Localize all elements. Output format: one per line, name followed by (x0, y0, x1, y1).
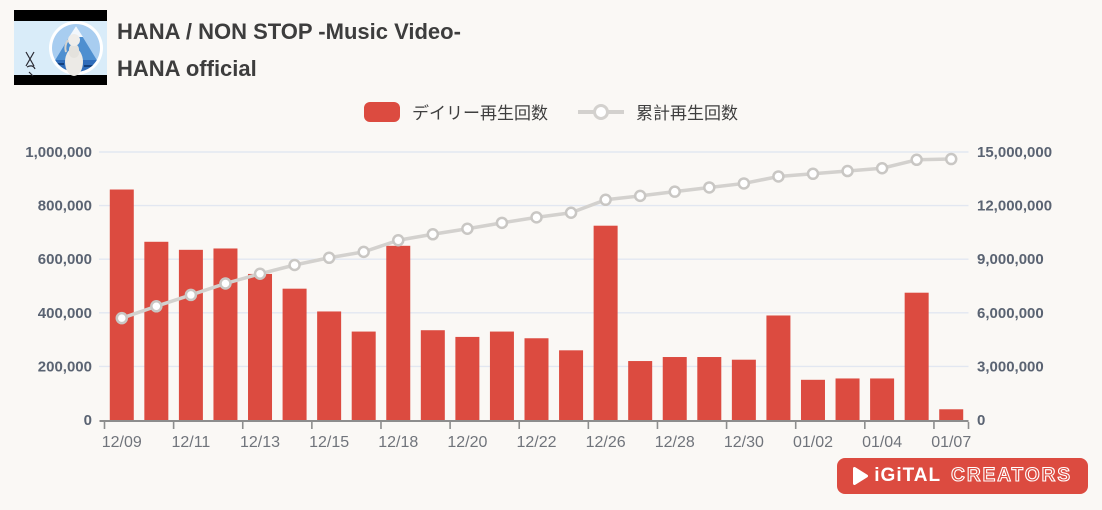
daily-views-bar-5[interactable] (282, 288, 307, 420)
video-thumbnail[interactable] (14, 10, 107, 85)
cumulative-views-point-22[interactable] (875, 162, 889, 175)
cumulative-views-point-12[interactable] (530, 211, 543, 224)
daily-views-bar-24[interactable] (939, 409, 964, 420)
cumulative-views-point-11[interactable] (495, 216, 509, 230)
daily-views-bar-2[interactable] (178, 249, 203, 420)
x-axis-label: 12/13 (240, 434, 280, 451)
daily-views-bar-14[interactable] (593, 225, 618, 420)
cumulative-views-point-17[interactable] (703, 181, 716, 194)
cumulative-views-point-9[interactable] (426, 228, 440, 241)
daily-views-bar-17[interactable] (697, 357, 722, 420)
x-axis-label: 01/07 (931, 434, 971, 451)
play-icon (853, 467, 869, 485)
logo-creators-text: CREATORS (951, 464, 1072, 486)
daily-views-bar-12[interactable] (524, 338, 549, 420)
daily-views-bar-0[interactable] (109, 189, 134, 420)
cumulative-views-point-23[interactable] (910, 153, 923, 167)
cumulative-views-point-7[interactable] (357, 245, 370, 259)
x-axis-label: 12/30 (724, 434, 764, 451)
x-axis-label: 12/15 (309, 434, 349, 451)
left-axis-label: 600,000 (38, 251, 92, 268)
cumulative-views-point-10[interactable] (461, 222, 474, 235)
daily-cumulative-views-chart: 0 200,000 400,000 600,000 800,000 1,000,000 0 3… (25, 144, 1052, 451)
daily-views-bar-4[interactable] (248, 273, 273, 420)
x-axis-label: 12/18 (378, 434, 418, 451)
cumulative-views-point-16[interactable] (668, 185, 681, 198)
cumulative-views-point-24[interactable] (944, 152, 958, 166)
cumulative-views-point-5[interactable] (288, 258, 301, 272)
daily-views-bar-3[interactable] (213, 248, 238, 420)
x-axis-label: 12/22 (516, 434, 556, 451)
digital-creators-logo: iGiTAL CREATORS (837, 458, 1088, 494)
cumulative-views-point-6[interactable] (322, 251, 336, 265)
video-title: HANA / NON STOP -Music Video- (117, 19, 461, 44)
daily-views-bar-22[interactable] (870, 378, 895, 420)
right-axis-label: 6,000,000 (977, 305, 1044, 322)
x-axis-label: 01/04 (862, 434, 902, 451)
legend-item-cumulative[interactable]: 累計再生回数 (578, 99, 738, 124)
left-axis-label: 200,000 (38, 358, 92, 375)
cumulative-views-point-15[interactable] (633, 189, 647, 203)
daily-views-bar-20[interactable] (800, 379, 825, 420)
cumulative-views-point-19[interactable] (772, 170, 785, 183)
chart-legend: デイリー再生回数 累計再生回数 (0, 99, 1102, 124)
cumulative-views-point-3[interactable] (219, 277, 232, 290)
x-axis-label: 12/20 (447, 434, 487, 451)
legend-label-cumulative: 累計再生回数 (636, 104, 738, 123)
cumulative-views-point-2[interactable] (184, 288, 198, 302)
daily-views-bar-11[interactable] (489, 331, 514, 420)
legend-item-daily[interactable]: デイリー再生回数 (364, 99, 548, 124)
daily-views-bar-16[interactable] (662, 357, 687, 420)
daily-views-bar-10[interactable] (455, 336, 480, 420)
right-axis-label: 9,000,000 (977, 251, 1044, 268)
cumulative-line-swatch (578, 103, 624, 120)
x-axis-label: 12/11 (171, 434, 210, 451)
thumbnail-art (14, 10, 107, 85)
x-axis-label: 12/28 (655, 434, 695, 451)
cumulative-views-point-13[interactable] (564, 206, 578, 219)
daily-views-bar-18[interactable] (731, 359, 756, 420)
thumbnail-figure (64, 34, 83, 76)
daily-views-bar-23[interactable] (904, 292, 929, 420)
cumulative-views-point-21[interactable] (841, 164, 854, 178)
cumulative-views-line (121, 157, 952, 320)
cumulative-views-point-0[interactable] (115, 311, 129, 325)
left-axis-label: 800,000 (38, 198, 92, 215)
daily-views-bar-7[interactable] (351, 331, 376, 420)
daily-bar-swatch (364, 101, 400, 122)
video-header: HANA / NON STOP -Music Video- HANA offic… (117, 13, 461, 87)
daily-views-bar-15[interactable] (628, 361, 653, 420)
cumulative-views-point-20[interactable] (806, 167, 820, 181)
cumulative-views-point-8[interactable] (392, 234, 405, 247)
daily-views-bar-1[interactable] (144, 241, 169, 420)
daily-views-bar-13[interactable] (559, 350, 584, 420)
left-axis-label: 1,000,000 (25, 144, 92, 161)
cumulative-views-point-1[interactable] (150, 300, 163, 313)
daily-views-bar-6[interactable] (317, 311, 342, 420)
x-axis-label: 12/26 (586, 434, 626, 451)
daily-views-bar-9[interactable] (420, 330, 445, 420)
left-axis-label: 400,000 (38, 305, 92, 322)
right-axis-label: 3,000,000 (977, 358, 1044, 375)
channel-name: HANA official (117, 56, 257, 81)
right-axis-label: 15,000,000 (977, 144, 1052, 161)
daily-views-bar-21[interactable] (835, 378, 860, 420)
cumulative-views-point-14[interactable] (599, 193, 612, 207)
daily-views-bar-8[interactable] (386, 245, 411, 420)
daily-views-bar-19[interactable] (766, 315, 791, 420)
thumbnail-scribble (25, 51, 36, 77)
cumulative-views-point-4[interactable] (253, 267, 267, 281)
x-axis-label: 12/09 (102, 434, 142, 451)
right-axis-label: 12,000,000 (977, 198, 1052, 215)
left-axis-label: 0 (84, 412, 92, 429)
logo-digital-text: iGiTAL (874, 465, 942, 486)
x-axis-label: 01/02 (793, 434, 833, 451)
cumulative-views-point-18[interactable] (737, 177, 751, 190)
legend-label-daily: デイリー再生回数 (412, 104, 548, 123)
right-axis-label: 0 (977, 412, 985, 429)
